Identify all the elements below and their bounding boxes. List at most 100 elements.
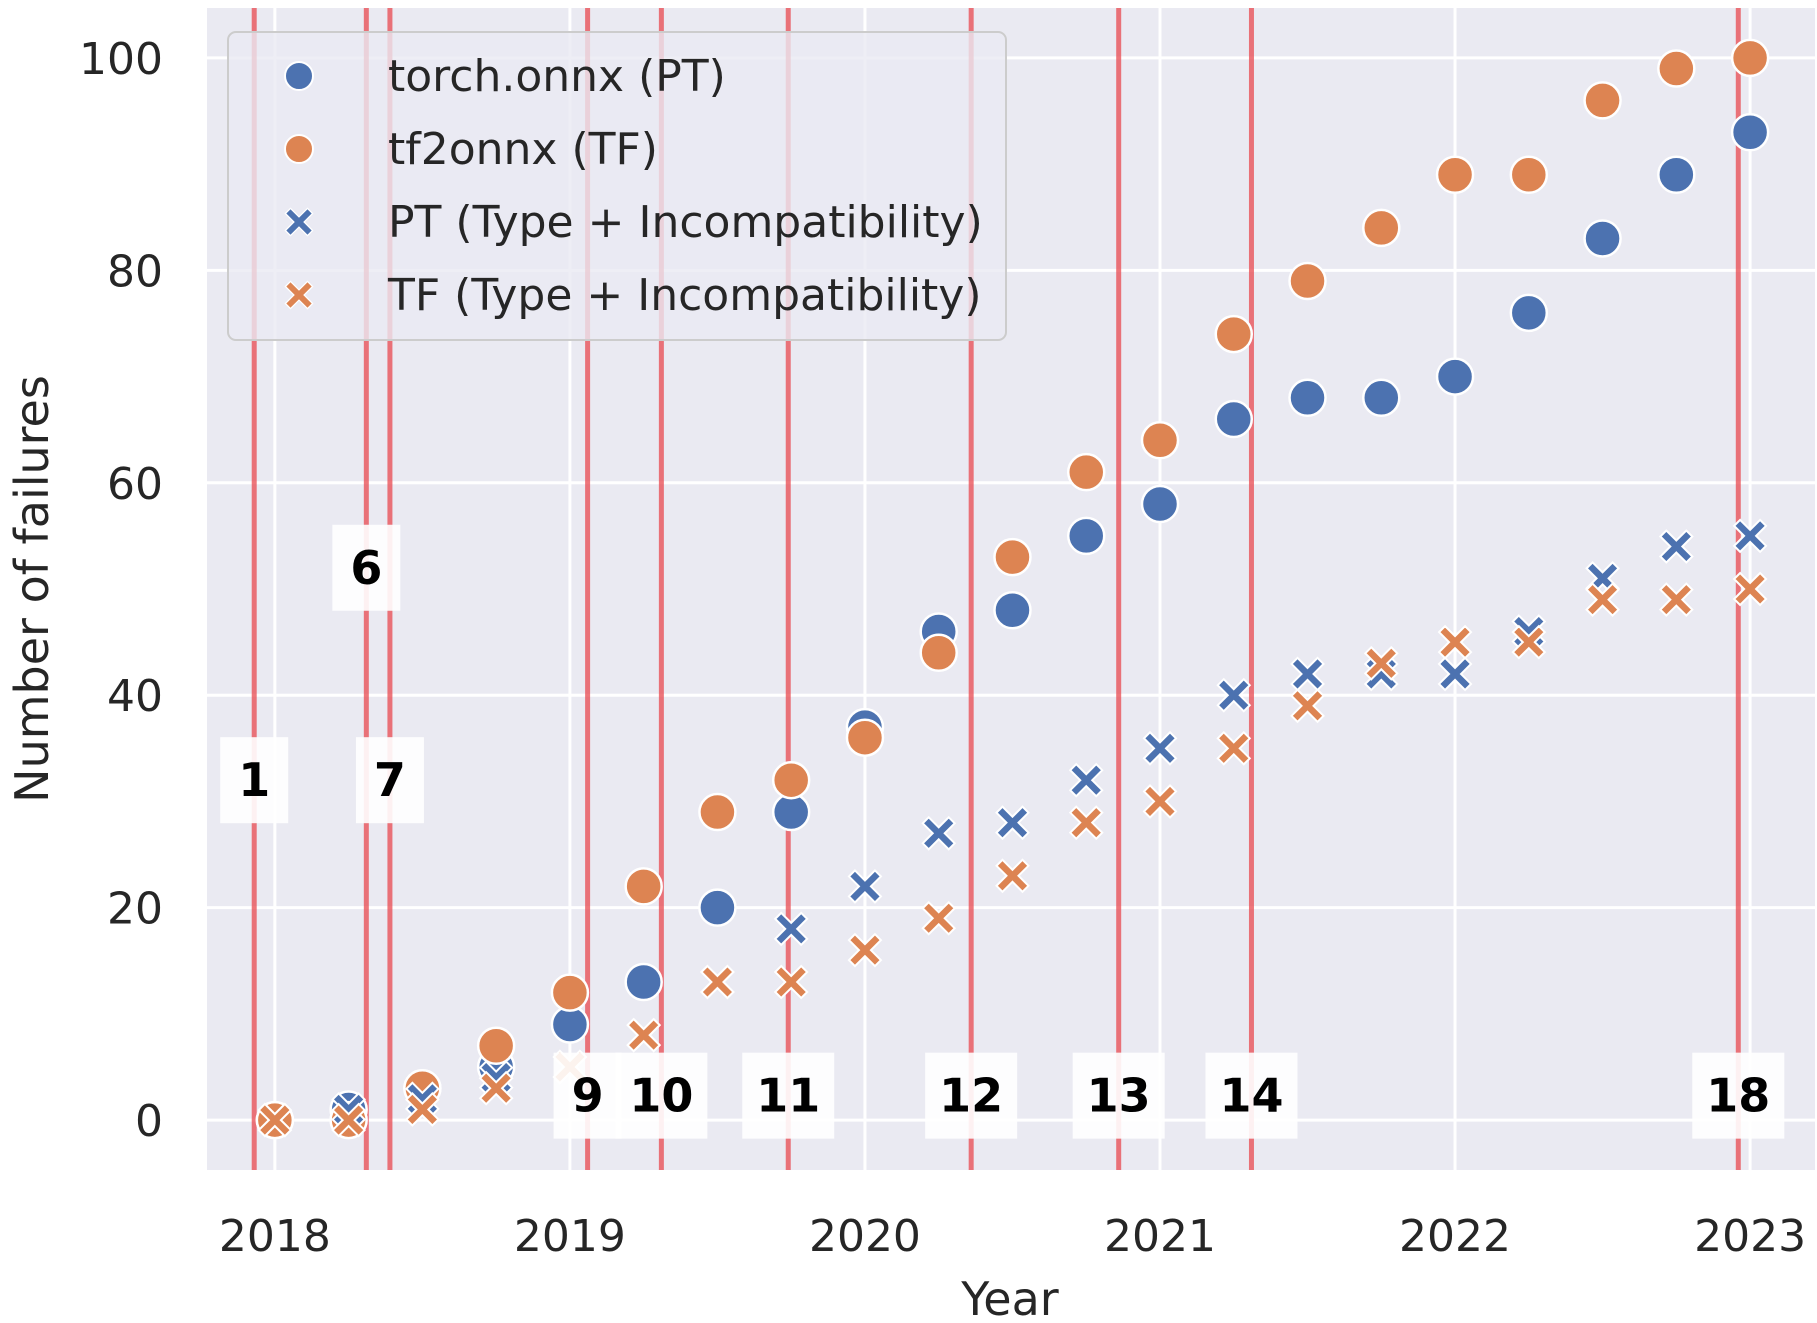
- reference-line-label: 1: [238, 753, 270, 807]
- data-point-circle: [919, 633, 958, 672]
- x-tick-label: 2018: [219, 1211, 331, 1262]
- x-tick-labels: 2018 2019 2020 2021 2022 2023: [219, 1211, 1806, 1262]
- data-point-x: [995, 805, 1030, 841]
- data-point-x: [1658, 582, 1694, 618]
- data-point-circle: [1657, 155, 1696, 195]
- legend-label: torch.onnx (PT): [388, 51, 726, 102]
- reference-line-label-box: [1072, 1052, 1165, 1139]
- data-point-circle: [993, 590, 1032, 630]
- reference-line-label: 12: [939, 1069, 1003, 1123]
- reference-line-label: 18: [1706, 1069, 1770, 1123]
- data-point-circle: [1435, 357, 1475, 396]
- reference-line-label-box: [332, 524, 401, 611]
- legend-label: tf2onnx (TF): [388, 124, 658, 175]
- data-point-circle: [1583, 81, 1622, 120]
- reference-line-label: 13: [1087, 1069, 1151, 1123]
- data-point-x: [331, 1102, 367, 1138]
- y-axis-title: Number of failures: [5, 375, 59, 803]
- data-point-x: [847, 868, 883, 904]
- y-tick-label: 80: [107, 246, 163, 297]
- data-point-circle: [845, 718, 885, 757]
- data-point-x: [995, 858, 1030, 894]
- data-point-x: [773, 964, 809, 1000]
- x-tick-label: 2023: [1694, 1211, 1806, 1262]
- data-point-circle: [1288, 261, 1327, 301]
- reference-line-label-box: [355, 737, 424, 824]
- data-point-circle: [771, 760, 811, 800]
- data-point-circle: [1730, 38, 1770, 78]
- data-point-x: [1732, 571, 1768, 607]
- y-tick-label: 100: [79, 34, 163, 85]
- data-point-circle: [550, 1005, 590, 1044]
- data-point-x: [1142, 730, 1178, 766]
- data-point-circle: [476, 1026, 516, 1065]
- x-tick-label: 2021: [1104, 1211, 1216, 1262]
- legend-label: PT (Type + Incompatibility): [388, 197, 983, 248]
- data-point-x: [1068, 762, 1104, 798]
- data-point-x: [1290, 688, 1325, 724]
- legend-marker-x: [284, 280, 314, 310]
- data-point-x: [1511, 624, 1547, 660]
- x-tick-label: 2019: [514, 1211, 626, 1262]
- data-point-circle: [698, 792, 737, 832]
- data-point-x: [257, 1102, 293, 1138]
- data-point-x: [921, 900, 957, 936]
- legend: torch.onnx (PT) tf2onnx (TF) PT (Type + …: [227, 31, 1007, 341]
- data-point-x: [1363, 645, 1399, 681]
- legend-label: TF (Type + Incompatibility): [387, 270, 982, 321]
- data-point-circle: [1657, 49, 1696, 88]
- data-point-x: [1216, 730, 1252, 766]
- data-point-circle: [1509, 293, 1549, 333]
- legend-marker-circle: [284, 61, 314, 91]
- data-point-circle: [1288, 378, 1327, 418]
- data-point-circle: [1362, 208, 1401, 248]
- reference-line-label-box: [742, 1052, 835, 1139]
- data-point-circle: [771, 792, 811, 832]
- data-point-x: [1732, 518, 1768, 554]
- data-point-circle: [1140, 484, 1180, 524]
- legend-entry: PT (Type + Incompatibility): [284, 197, 983, 248]
- data-point-circle: [550, 973, 590, 1012]
- data-point-circle: [698, 888, 737, 927]
- y-tick-label: 60: [107, 459, 163, 510]
- reference-line-label-box: [1692, 1052, 1785, 1139]
- data-point-x: [847, 932, 883, 968]
- data-point-circle: [1214, 399, 1254, 439]
- data-point-x: [626, 1017, 662, 1053]
- reference-line-label: 14: [1219, 1069, 1283, 1123]
- data-point-circle: [1509, 155, 1549, 195]
- data-point-x: [921, 815, 957, 851]
- legend-entry: tf2onnx (TF): [284, 124, 658, 175]
- data-point-circle: [1066, 516, 1106, 556]
- reference-line-label-box: [220, 737, 289, 824]
- data-point-x: [1585, 582, 1620, 618]
- data-point-x: [1437, 656, 1473, 692]
- reference-line-label-box: [925, 1052, 1018, 1139]
- reference-line-label: 9: [572, 1069, 604, 1123]
- data-point-x: [1437, 624, 1473, 660]
- legend-box: [227, 31, 1007, 341]
- data-point-x: [478, 1070, 514, 1106]
- x-axis-title: Year: [960, 1272, 1058, 1323]
- legend-entry: TF (Type + Incompatibility): [284, 270, 982, 321]
- data-point-circle: [1066, 452, 1106, 492]
- data-point-circle: [1140, 421, 1180, 460]
- data-point-x: [1068, 805, 1104, 841]
- data-point-x: [404, 1092, 440, 1127]
- x-tick-label: 2020: [809, 1211, 921, 1262]
- reference-line-label: 11: [756, 1069, 820, 1123]
- data-point-x: [1216, 677, 1252, 713]
- data-point-x: [700, 964, 735, 1000]
- data-point-circle: [624, 867, 663, 906]
- reference-line-label-box: [553, 1052, 622, 1139]
- data-point-circle: [1730, 113, 1770, 152]
- reference-line-label: 10: [629, 1069, 693, 1123]
- y-tick-labels: 0 20 40 60 80 100: [79, 34, 163, 1147]
- data-point-circle: [1583, 219, 1622, 258]
- data-point-circle: [1214, 314, 1254, 354]
- y-tick-label: 40: [107, 671, 163, 722]
- y-tick-label: 20: [107, 884, 163, 935]
- reference-line-label: 6: [350, 541, 382, 595]
- data-point-circle: [624, 962, 663, 1002]
- reference-line-label: 7: [374, 753, 406, 807]
